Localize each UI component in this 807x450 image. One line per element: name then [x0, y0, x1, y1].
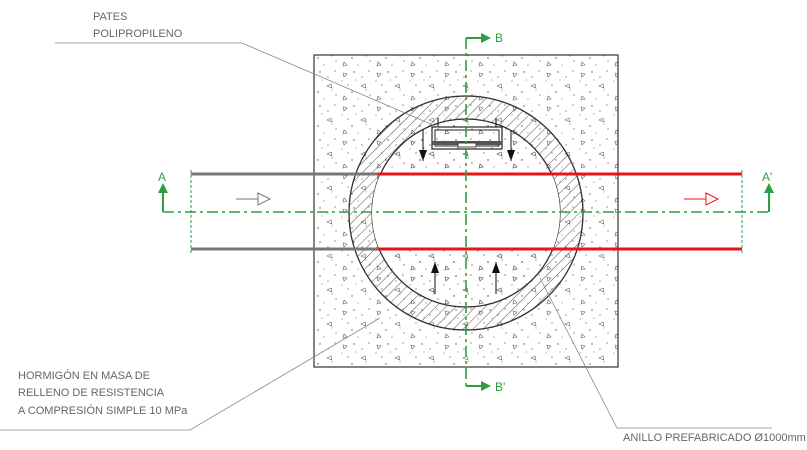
hormigon-label-line1: HORMIGÓN EN MASA DE	[18, 369, 150, 382]
inlet-flow-arrow	[236, 192, 272, 206]
section-line-b	[465, 33, 491, 391]
hormigon-leader	[0, 317, 381, 431]
load-arrows	[419, 130, 515, 294]
section-mark-b: B	[495, 31, 503, 45]
hormigon-label-line2: RELLENO DE RESISTENCIA	[18, 387, 165, 399]
anillo-leader	[539, 277, 772, 429]
hormigon-label-line3: A COMPRESIÓN SIMPLE 10 MPa	[18, 404, 188, 417]
step-irons	[431, 118, 503, 150]
section-mark-b-prime: B'	[495, 380, 505, 394]
outlet-flow-arrow	[684, 192, 720, 206]
section-line-a	[158, 183, 774, 213]
pates-label-line2: POLIPROPILENO	[93, 28, 183, 40]
pates-label-line1: PATES	[93, 11, 127, 23]
anillo-label: ANILLO PREFABRICADO Ø1000mm	[623, 432, 806, 444]
section-mark-a-prime: A'	[762, 170, 772, 184]
pates-leader	[55, 42, 441, 129]
section-mark-a: A	[158, 170, 166, 184]
